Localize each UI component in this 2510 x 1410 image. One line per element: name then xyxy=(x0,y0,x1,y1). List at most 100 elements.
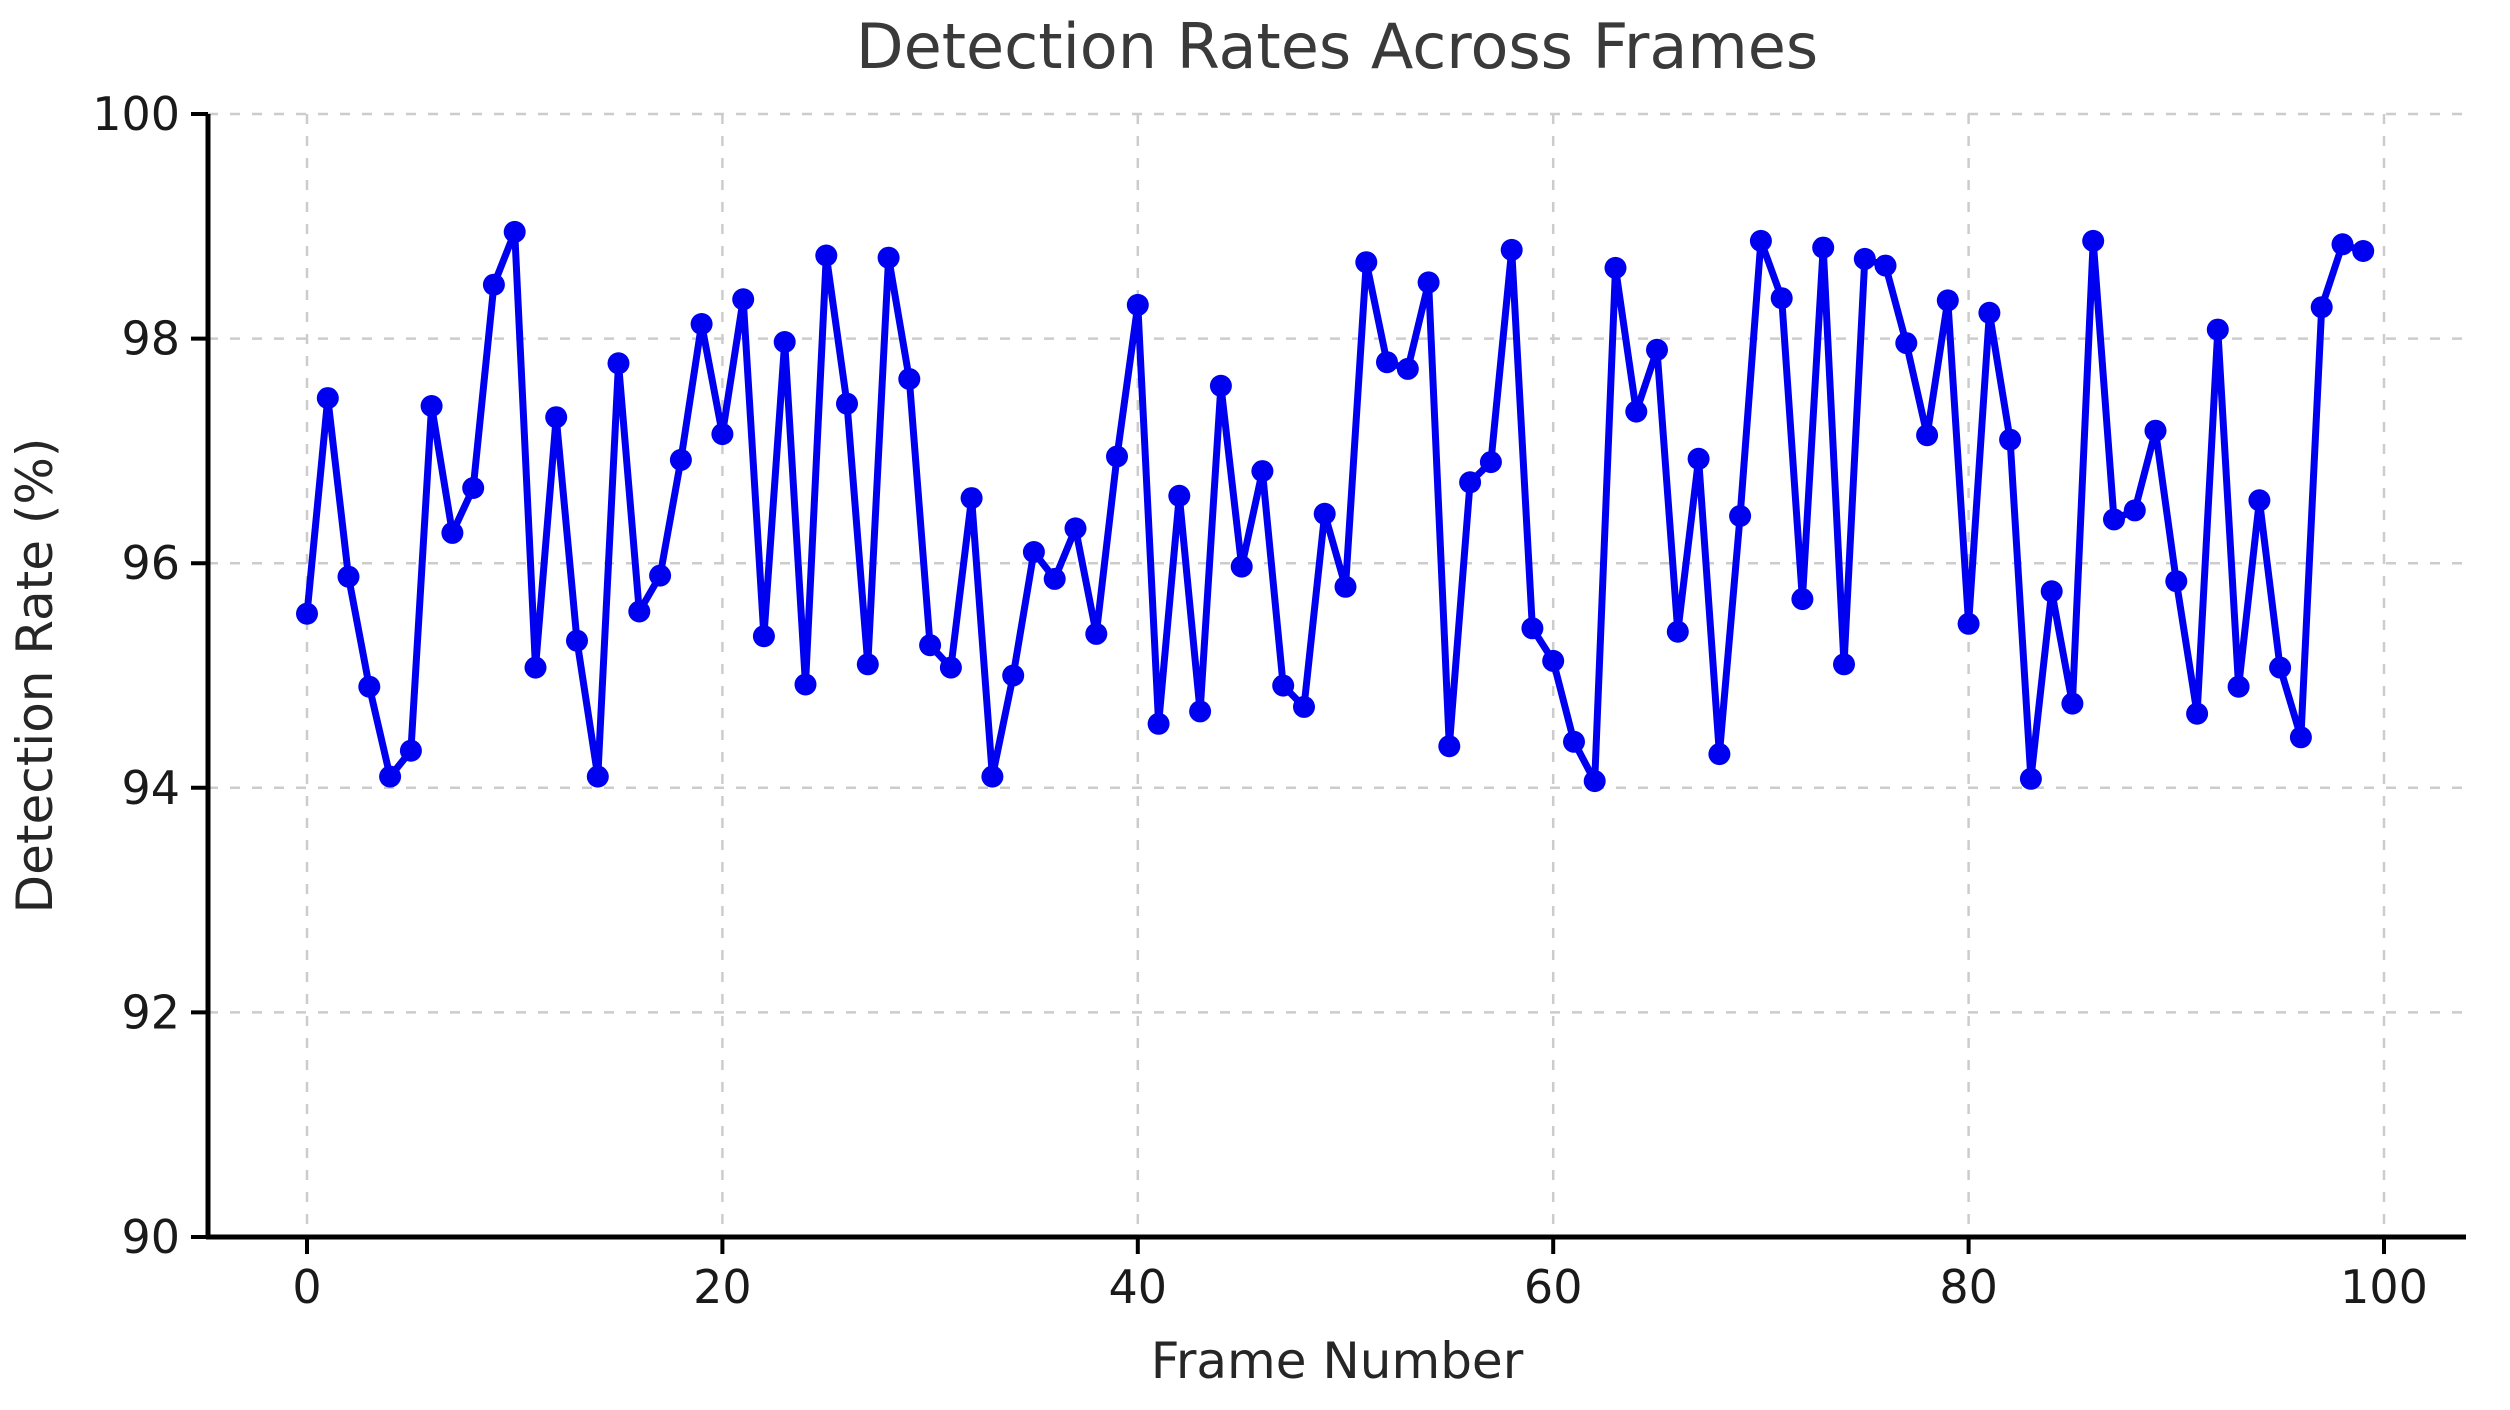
y-tick-label-98: 98 xyxy=(121,312,180,366)
data-point-marker xyxy=(711,423,734,446)
data-point-marker xyxy=(1043,567,1066,590)
data-point-marker xyxy=(1022,541,1045,563)
data-point-marker xyxy=(524,656,547,679)
data-point-marker xyxy=(690,313,713,335)
y-tick-label-96: 96 xyxy=(121,536,180,590)
data-point-marker xyxy=(2165,570,2188,593)
data-point-marker xyxy=(1978,301,2001,324)
data-point-marker xyxy=(1812,236,1835,259)
y-tick-label-100: 100 xyxy=(92,87,180,141)
data-point-marker xyxy=(794,673,817,696)
x-tick-label-100: 100 xyxy=(2340,1260,2428,1314)
data-point-marker xyxy=(1666,620,1689,643)
y-tick-label-92: 92 xyxy=(121,985,180,1039)
y-tick-label-90: 90 xyxy=(121,1210,180,1264)
data-point-marker xyxy=(669,448,692,471)
data-point-marker xyxy=(1355,251,1378,274)
data-point-marker xyxy=(2103,508,2125,531)
data-point-marker xyxy=(1646,338,1668,361)
data-point-marker xyxy=(1168,484,1191,507)
data-point-marker xyxy=(503,220,526,243)
data-point-marker xyxy=(2082,229,2105,252)
data-point-marker xyxy=(836,392,858,415)
data-point-marker xyxy=(607,352,630,375)
data-point-marker xyxy=(1064,517,1087,540)
data-point-marker xyxy=(1376,351,1398,374)
data-point-marker xyxy=(337,565,360,588)
data-point-marker xyxy=(2310,296,2333,319)
data-point-marker xyxy=(1126,293,1149,316)
data-point-marker xyxy=(2123,499,2146,522)
data-point-marker xyxy=(1459,471,1482,494)
data-point-marker xyxy=(586,765,609,788)
data-point-marker xyxy=(2331,233,2354,256)
data-point-marker xyxy=(2186,702,2209,725)
data-point-marker xyxy=(1833,653,1855,676)
data-point-marker xyxy=(1563,730,1585,753)
data-point-marker xyxy=(1957,612,1980,635)
y-tick-label-94: 94 xyxy=(121,761,180,815)
data-point-marker xyxy=(877,246,900,269)
data-point-marker xyxy=(2248,489,2271,512)
data-point-marker xyxy=(2352,240,2375,262)
data-point-marker xyxy=(1729,505,1752,527)
data-point-marker xyxy=(1521,617,1544,640)
data-point-marker xyxy=(919,634,942,657)
data-point-marker xyxy=(1874,254,1897,277)
data-point-marker xyxy=(2061,692,2084,715)
chart-title: Detection Rates Across Frames xyxy=(855,10,1819,83)
data-point-marker xyxy=(815,244,838,267)
x-axis-label: Frame Number xyxy=(1150,1332,1524,1390)
data-point-marker xyxy=(399,739,422,762)
data-point-marker xyxy=(1002,664,1025,687)
data-point-marker xyxy=(1085,622,1108,645)
data-point-marker xyxy=(1853,247,1876,270)
data-point-marker xyxy=(1479,451,1502,474)
data-point-marker xyxy=(1293,695,1315,718)
data-point-marker xyxy=(1396,357,1419,380)
data-point-marker xyxy=(1604,256,1627,279)
data-point-marker xyxy=(1583,770,1606,793)
data-point-marker xyxy=(856,653,879,676)
data-point-marker xyxy=(1147,712,1170,735)
data-point-marker xyxy=(1687,447,1710,470)
data-point-marker xyxy=(1999,428,2022,451)
x-tick-label-40: 40 xyxy=(1109,1260,1168,1314)
data-point-marker xyxy=(1438,735,1461,758)
data-point-marker xyxy=(545,406,568,429)
x-tick-label-60: 60 xyxy=(1524,1260,1583,1314)
data-point-marker xyxy=(898,368,921,390)
data-point-marker xyxy=(1936,289,1959,312)
data-point-marker xyxy=(1770,287,1793,310)
data-point-marker xyxy=(1791,588,1814,611)
data-point-marker xyxy=(1334,575,1357,598)
data-point-marker xyxy=(752,625,775,648)
data-point-marker xyxy=(649,564,672,587)
data-point-marker xyxy=(2206,318,2229,341)
data-point-marker xyxy=(1916,424,1939,447)
data-point-marker xyxy=(628,600,651,623)
data-point-marker xyxy=(379,765,402,788)
data-point-marker xyxy=(1625,400,1648,423)
data-point-marker xyxy=(1313,502,1336,525)
data-point-marker xyxy=(1708,743,1731,766)
data-point-marker xyxy=(1417,271,1440,294)
detection-rate-line xyxy=(303,228,2367,785)
data-point-marker xyxy=(960,487,983,510)
data-point-marker xyxy=(981,765,1004,788)
data-point-marker xyxy=(296,602,318,625)
data-point-marker xyxy=(462,477,485,499)
data-point-marker xyxy=(939,656,962,679)
data-point-marker xyxy=(1895,332,1918,355)
data-point-marker xyxy=(566,629,588,652)
data-point-marker xyxy=(1230,555,1253,578)
data-point-marker xyxy=(1500,238,1523,261)
data-point-marker xyxy=(1209,374,1232,397)
data-point-marker xyxy=(316,387,339,410)
data-point-marker xyxy=(2019,767,2042,790)
data-point-marker xyxy=(1749,229,1772,252)
data-point-marker xyxy=(358,675,381,698)
x-tick-label-80: 80 xyxy=(1939,1260,1998,1314)
